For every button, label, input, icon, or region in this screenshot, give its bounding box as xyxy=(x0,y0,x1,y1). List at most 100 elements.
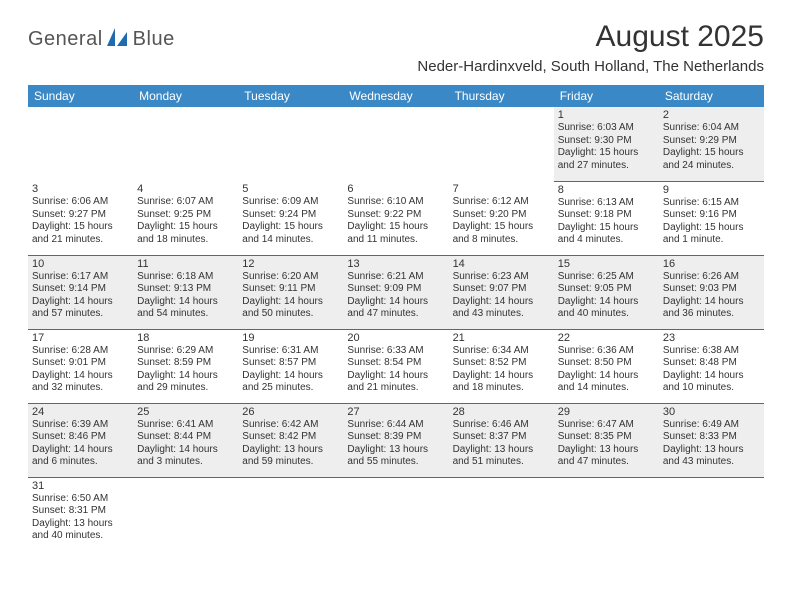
day-cell: 28Sunrise: 6:46 AMSunset: 8:37 PMDayligh… xyxy=(449,403,554,477)
day-number: 7 xyxy=(453,183,550,195)
sunrise-text: Sunrise: 6:50 AM xyxy=(32,493,129,506)
week-row: 17Sunrise: 6:28 AMSunset: 9:01 PMDayligh… xyxy=(28,329,764,403)
sunrise-text: Sunrise: 6:36 AM xyxy=(558,345,655,358)
day-cell: 10Sunrise: 6:17 AMSunset: 9:14 PMDayligh… xyxy=(28,255,133,329)
sunset-text: Sunset: 8:31 PM xyxy=(32,505,129,518)
sunset-text: Sunset: 9:13 PM xyxy=(137,283,234,296)
day-number: 5 xyxy=(242,183,339,195)
sunrise-text: Sunrise: 6:18 AM xyxy=(137,271,234,284)
day-cell: 23Sunrise: 6:38 AMSunset: 8:48 PMDayligh… xyxy=(659,329,764,403)
sunset-text: Sunset: 9:09 PM xyxy=(347,283,444,296)
day-cell: 7Sunrise: 6:12 AMSunset: 9:20 PMDaylight… xyxy=(449,181,554,255)
day-number: 8 xyxy=(558,184,655,196)
title-block: August 2025 Neder-Hardinxveld, South Hol… xyxy=(417,20,764,75)
day-cell: 30Sunrise: 6:49 AMSunset: 8:33 PMDayligh… xyxy=(659,403,764,477)
sunset-text: Sunset: 8:57 PM xyxy=(242,357,339,370)
sunrise-text: Sunrise: 6:26 AM xyxy=(663,271,760,284)
sunset-text: Sunset: 9:16 PM xyxy=(663,209,760,222)
sunset-text: Sunset: 8:35 PM xyxy=(558,431,655,444)
col-saturday: Saturday xyxy=(659,85,764,107)
daylight-text: Daylight: 13 hours and 43 minutes. xyxy=(663,444,760,469)
sunset-text: Sunset: 9:25 PM xyxy=(137,209,234,222)
sunset-text: Sunset: 9:20 PM xyxy=(453,209,550,222)
daylight-text: Daylight: 15 hours and 1 minute. xyxy=(663,222,760,247)
day-cell: 21Sunrise: 6:34 AMSunset: 8:52 PMDayligh… xyxy=(449,329,554,403)
sunset-text: Sunset: 9:27 PM xyxy=(32,209,129,222)
daylight-text: Daylight: 14 hours and 18 minutes. xyxy=(453,370,550,395)
col-thursday: Thursday xyxy=(449,85,554,107)
sunrise-text: Sunrise: 6:04 AM xyxy=(663,122,760,135)
col-monday: Monday xyxy=(133,85,238,107)
week-row: 10Sunrise: 6:17 AMSunset: 9:14 PMDayligh… xyxy=(28,255,764,329)
day-number: 24 xyxy=(32,406,129,418)
day-number: 11 xyxy=(137,258,234,270)
day-cell: 8Sunrise: 6:13 AMSunset: 9:18 PMDaylight… xyxy=(554,181,659,255)
sunset-text: Sunset: 9:14 PM xyxy=(32,283,129,296)
sunset-text: Sunset: 9:22 PM xyxy=(347,209,444,222)
day-cell xyxy=(449,107,554,181)
day-number: 13 xyxy=(347,258,444,270)
day-cell: 11Sunrise: 6:18 AMSunset: 9:13 PMDayligh… xyxy=(133,255,238,329)
daylight-text: Daylight: 15 hours and 8 minutes. xyxy=(453,221,550,246)
day-cell xyxy=(28,107,133,181)
sunrise-text: Sunrise: 6:29 AM xyxy=(137,345,234,358)
sunrise-text: Sunrise: 6:34 AM xyxy=(453,345,550,358)
daylight-text: Daylight: 14 hours and 10 minutes. xyxy=(663,370,760,395)
sunset-text: Sunset: 8:42 PM xyxy=(242,431,339,444)
day-cell: 24Sunrise: 6:39 AMSunset: 8:46 PMDayligh… xyxy=(28,403,133,477)
week-row: 3Sunrise: 6:06 AMSunset: 9:27 PMDaylight… xyxy=(28,181,764,255)
daylight-text: Daylight: 13 hours and 55 minutes. xyxy=(347,444,444,469)
daylight-text: Daylight: 14 hours and 36 minutes. xyxy=(663,296,760,321)
day-number: 28 xyxy=(453,406,550,418)
day-cell xyxy=(343,107,448,181)
daylight-text: Daylight: 13 hours and 40 minutes. xyxy=(32,518,129,543)
sunrise-text: Sunrise: 6:20 AM xyxy=(242,271,339,284)
day-cell: 2Sunrise: 6:04 AMSunset: 9:29 PMDaylight… xyxy=(659,107,764,181)
weekday-header-row: Sunday Monday Tuesday Wednesday Thursday… xyxy=(28,85,764,107)
sunset-text: Sunset: 8:46 PM xyxy=(32,431,129,444)
day-cell: 3Sunrise: 6:06 AMSunset: 9:27 PMDaylight… xyxy=(28,181,133,255)
day-number: 20 xyxy=(347,332,444,344)
day-cell: 26Sunrise: 6:42 AMSunset: 8:42 PMDayligh… xyxy=(238,403,343,477)
week-row: 1Sunrise: 6:03 AMSunset: 9:30 PMDaylight… xyxy=(28,107,764,181)
day-cell xyxy=(343,477,448,551)
day-cell: 13Sunrise: 6:21 AMSunset: 9:09 PMDayligh… xyxy=(343,255,448,329)
sunrise-text: Sunrise: 6:03 AM xyxy=(558,122,655,135)
daylight-text: Daylight: 14 hours and 57 minutes. xyxy=(32,296,129,321)
day-number: 27 xyxy=(347,406,444,418)
sunrise-text: Sunrise: 6:38 AM xyxy=(663,345,760,358)
col-tuesday: Tuesday xyxy=(238,85,343,107)
week-row: 24Sunrise: 6:39 AMSunset: 8:46 PMDayligh… xyxy=(28,403,764,477)
daylight-text: Daylight: 14 hours and 54 minutes. xyxy=(137,296,234,321)
day-number: 9 xyxy=(663,184,760,196)
day-cell: 5Sunrise: 6:09 AMSunset: 9:24 PMDaylight… xyxy=(238,181,343,255)
col-sunday: Sunday xyxy=(28,85,133,107)
day-cell: 31Sunrise: 6:50 AMSunset: 8:31 PMDayligh… xyxy=(28,477,133,551)
day-number: 2 xyxy=(663,109,760,121)
sunset-text: Sunset: 8:44 PM xyxy=(137,431,234,444)
daylight-text: Daylight: 14 hours and 29 minutes. xyxy=(137,370,234,395)
sunset-text: Sunset: 9:29 PM xyxy=(663,135,760,148)
daylight-text: Daylight: 14 hours and 21 minutes. xyxy=(347,370,444,395)
day-number: 14 xyxy=(453,258,550,270)
day-cell: 16Sunrise: 6:26 AMSunset: 9:03 PMDayligh… xyxy=(659,255,764,329)
day-cell xyxy=(133,477,238,551)
day-number: 17 xyxy=(32,332,129,344)
page-title: August 2025 xyxy=(417,20,764,54)
day-cell: 15Sunrise: 6:25 AMSunset: 9:05 PMDayligh… xyxy=(554,255,659,329)
sunset-text: Sunset: 8:50 PM xyxy=(558,357,655,370)
day-number: 19 xyxy=(242,332,339,344)
daylight-text: Daylight: 14 hours and 50 minutes. xyxy=(242,296,339,321)
sunrise-text: Sunrise: 6:41 AM xyxy=(137,419,234,432)
day-number: 23 xyxy=(663,332,760,344)
day-number: 21 xyxy=(453,332,550,344)
day-number: 26 xyxy=(242,406,339,418)
sunset-text: Sunset: 8:39 PM xyxy=(347,431,444,444)
sunrise-text: Sunrise: 6:42 AM xyxy=(242,419,339,432)
sunset-text: Sunset: 8:37 PM xyxy=(453,431,550,444)
day-cell: 18Sunrise: 6:29 AMSunset: 8:59 PMDayligh… xyxy=(133,329,238,403)
day-number: 1 xyxy=(558,109,655,121)
sunset-text: Sunset: 9:01 PM xyxy=(32,357,129,370)
location-subtitle: Neder-Hardinxveld, South Holland, The Ne… xyxy=(417,58,764,75)
daylight-text: Daylight: 14 hours and 14 minutes. xyxy=(558,370,655,395)
